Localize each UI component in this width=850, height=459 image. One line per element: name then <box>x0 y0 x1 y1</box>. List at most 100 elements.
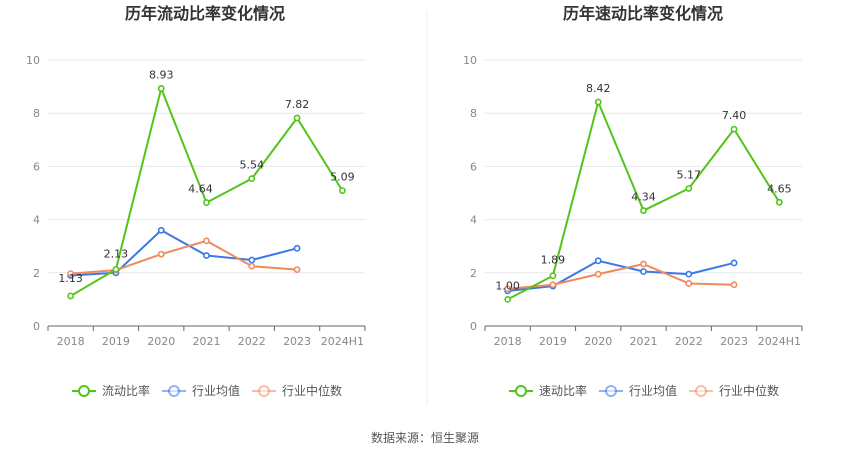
legend-marker <box>515 385 527 397</box>
data-label: 1.13 <box>58 272 83 285</box>
data-label: 4.64 <box>188 183 213 196</box>
y-tick-label: 2 <box>470 267 477 280</box>
y-tick-label: 10 <box>463 54 477 67</box>
y-tick-label: 0 <box>470 320 477 333</box>
data-label: 1.89 <box>541 254 566 267</box>
x-tick-label: 2018 <box>494 335 522 348</box>
legend-item-industry_median: 行业中位数 <box>689 383 779 398</box>
legend-label: 行业中位数 <box>719 383 779 398</box>
data-point-industry_median <box>640 260 647 268</box>
data-point-company <box>504 295 512 303</box>
data-point-industry_median <box>67 270 75 277</box>
legend-item-industry_avg: 行业均值 <box>162 383 240 398</box>
legend-marker <box>695 385 707 397</box>
data-point-company <box>248 175 256 183</box>
x-tick-label: 2018 <box>57 335 85 348</box>
data-label: 1.00 <box>495 279 520 292</box>
legend-marker <box>258 385 270 397</box>
data-point-industry_avg <box>640 268 647 275</box>
y-tick-label: 6 <box>470 160 477 173</box>
data-point-industry_median <box>157 250 165 258</box>
data-point-company <box>338 187 346 195</box>
data-label: 7.82 <box>285 98 310 111</box>
data-point-industry_median <box>594 270 602 278</box>
x-tick-label: 2019 <box>102 335 130 348</box>
chart-title: 历年流动比率变化情况 <box>125 4 285 23</box>
data-label: 5.17 <box>677 168 702 181</box>
data-point-industry_median <box>549 281 557 289</box>
data-point-company <box>640 207 647 214</box>
series-line-industry_median <box>507 263 735 290</box>
data-label: 7.40 <box>722 109 747 122</box>
legend-label: 流动比率 <box>102 383 150 398</box>
y-tick-label: 6 <box>33 160 40 173</box>
x-tick-label: 2022 <box>238 335 266 348</box>
x-tick-label: 2021 <box>193 335 221 348</box>
legend-item-company: 流动比率 <box>72 383 150 398</box>
legend-marker <box>168 385 180 397</box>
data-point-industry_avg <box>248 256 256 264</box>
x-tick-label: 2021 <box>630 335 658 348</box>
x-tick-label: 2023 <box>720 335 748 348</box>
data-point-company <box>549 272 557 280</box>
data-point-industry_median <box>203 237 210 245</box>
series-line-industry_median <box>70 239 298 275</box>
data-point-industry_avg <box>157 226 165 234</box>
data-point-company <box>203 199 210 206</box>
data-point-industry_median <box>248 262 256 270</box>
x-tick-label: 2020 <box>584 335 612 348</box>
data-label: 5.09 <box>330 171 355 184</box>
legend-label: 速动比率 <box>539 383 587 398</box>
legend-label: 行业均值 <box>629 383 677 398</box>
y-tick-label: 4 <box>470 214 477 227</box>
data-point-industry_avg <box>203 252 210 259</box>
data-label: 4.34 <box>631 191 656 204</box>
chart-2: 历年速动比率变化情况 0 2 4 6 8 10 2018 2019 2020 2021 2022 202… <box>463 4 803 398</box>
x-tick-label: 2023 <box>283 335 311 348</box>
data-point-company <box>112 265 120 273</box>
data-point-company <box>730 125 738 133</box>
data-point-company <box>157 85 165 92</box>
legend-marker <box>78 385 90 397</box>
data-point-company <box>293 114 301 122</box>
series-line-industry_avg <box>507 259 735 292</box>
y-tick-label: 10 <box>26 54 40 67</box>
data-point-industry_median <box>293 266 301 274</box>
x-tick-label: 2024H1 <box>321 335 364 348</box>
data-point-industry_median <box>504 285 512 293</box>
y-tick-label: 0 <box>33 320 40 333</box>
data-label: 8.93 <box>149 68 174 81</box>
y-tick-label: 2 <box>33 267 40 280</box>
data-point-company <box>67 292 75 300</box>
data-label: 8.42 <box>586 82 611 95</box>
data-point-company <box>594 98 602 106</box>
y-tick-label: 8 <box>33 107 40 120</box>
data-label: 4.65 <box>767 182 792 195</box>
legend-item-industry_avg: 行业均值 <box>599 383 677 398</box>
legend-item-industry_median: 行业中位数 <box>252 383 342 398</box>
x-tick-label: 2019 <box>539 335 567 348</box>
data-point-industry_median <box>685 280 693 287</box>
data-point-industry_avg <box>685 270 693 278</box>
data-point-industry_avg <box>293 244 301 252</box>
y-tick-label: 4 <box>33 214 40 227</box>
x-tick-label: 2020 <box>147 335 175 348</box>
source-note: 数据来源：恒生聚源 <box>371 430 479 445</box>
legend-marker <box>605 385 617 397</box>
chart-1: 历年流动比率变化情况 0 2 4 6 8 10 2018 2019 2020 2021 2022 202… <box>26 4 366 398</box>
data-point-industry_avg <box>730 259 738 267</box>
x-tick-label: 2022 <box>675 335 703 348</box>
y-tick-label: 8 <box>470 107 477 120</box>
legend-item-company: 速动比率 <box>509 383 587 398</box>
chart-title: 历年速动比率变化情况 <box>563 4 723 23</box>
data-point-company <box>685 185 693 192</box>
legend-label: 行业均值 <box>192 383 240 398</box>
data-label: 2.13 <box>104 247 129 260</box>
data-point-company <box>775 198 783 206</box>
data-point-industry_median <box>730 281 738 289</box>
data-point-industry_avg <box>594 257 602 265</box>
legend-label: 行业中位数 <box>282 383 342 398</box>
data-label: 5.54 <box>240 159 265 172</box>
x-tick-label: 2024H1 <box>758 335 801 348</box>
